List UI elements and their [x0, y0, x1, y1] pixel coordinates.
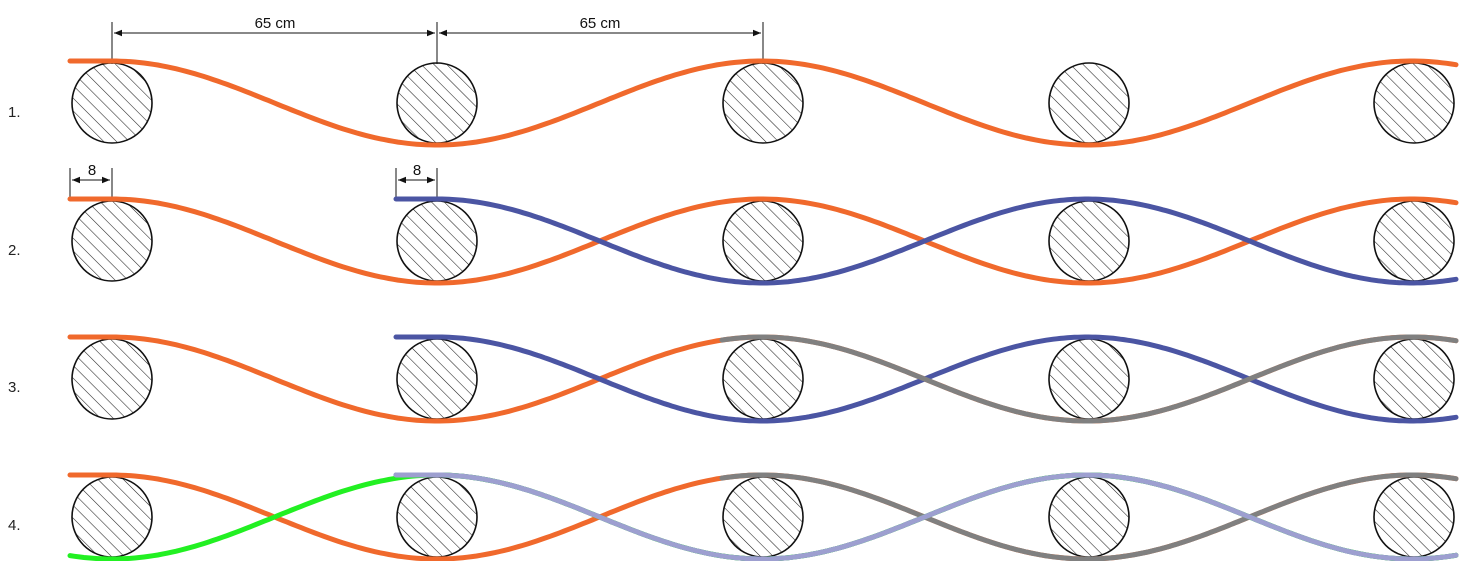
post-circle — [396, 200, 478, 282]
post-circle — [1373, 338, 1455, 420]
post-circle — [1373, 62, 1455, 144]
post-circle — [71, 200, 153, 282]
dim-offset-label-b: 8 — [413, 162, 421, 179]
post-circle — [722, 476, 804, 558]
dim-offset-label-a: 8 — [88, 162, 96, 179]
post-circle — [722, 62, 804, 144]
row-label-3: 3. — [8, 379, 21, 396]
strands-layer — [67, 58, 1459, 561]
post-circle — [396, 62, 478, 144]
post-circle — [722, 338, 804, 420]
dim-label-left: 65 cm — [255, 15, 296, 32]
post-circle — [1373, 476, 1455, 558]
post-circle — [71, 338, 153, 420]
row-label-4: 4. — [8, 517, 21, 534]
post-circle — [1048, 338, 1130, 420]
strand-row2-2 — [393, 196, 1459, 286]
strand-row2-1 — [67, 196, 1459, 286]
post-circle — [1373, 200, 1455, 282]
post-circle — [1048, 476, 1130, 558]
strand-row1-1 — [67, 58, 1459, 148]
post-circle — [1048, 62, 1130, 144]
dim-label-right: 65 cm — [580, 15, 621, 32]
post-circle — [396, 338, 478, 420]
strand-row4-5 — [393, 472, 1459, 561]
strand-row3-3 — [719, 334, 1459, 424]
post-circle — [71, 476, 153, 558]
row-label-2: 2. — [8, 242, 21, 259]
row-label-1: 1. — [8, 104, 21, 121]
post-circle — [722, 200, 804, 282]
post-circle — [71, 62, 153, 144]
post-circles-layer — [71, 62, 1455, 558]
post-circle — [396, 476, 478, 558]
strand-row4-3 — [719, 472, 1459, 561]
post-circle — [1048, 200, 1130, 282]
dimension-group: 65 cm 65 cm 8 8 — [69, 15, 764, 200]
